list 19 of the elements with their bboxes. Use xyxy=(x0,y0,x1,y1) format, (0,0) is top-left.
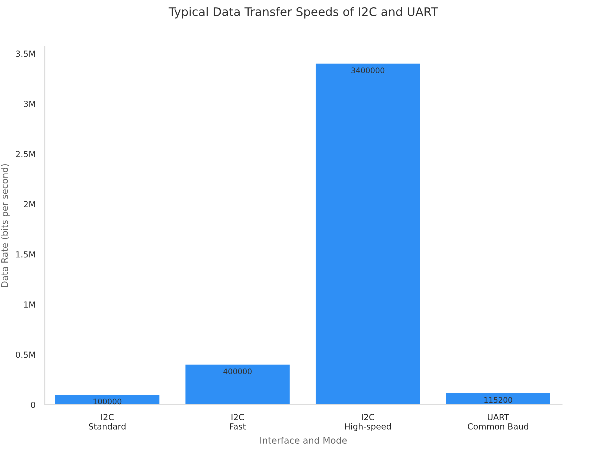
y-axis-title: Data Rate (bits per second) xyxy=(1,164,10,288)
bar xyxy=(316,64,420,405)
bar xyxy=(55,394,160,405)
y-tick-label: 2.5M xyxy=(16,151,36,158)
y-tick-label: 0.5M xyxy=(16,352,36,358)
x-tick-label: UART Common Baud xyxy=(468,414,528,430)
y-tick-label: 1.5M xyxy=(16,252,36,258)
y-tick-label: 2M xyxy=(24,201,36,208)
chart-title: Typical Data Transfer Speeds of I2C and UART xyxy=(168,7,438,19)
y-tick-label: 0 xyxy=(31,402,36,408)
y-tick-label: 3M xyxy=(24,100,36,108)
x-axis-title: Interface and Mode xyxy=(260,436,347,444)
bar xyxy=(186,364,290,405)
y-tick-label: 3.5M xyxy=(16,50,36,58)
x-tick-label: I2C High-speed xyxy=(345,414,391,432)
bar xyxy=(446,393,550,405)
y-tick-label: 1M xyxy=(24,302,36,308)
x-tick-label: I2C Fast xyxy=(230,414,246,430)
x-tick-label: I2C Standard xyxy=(89,414,126,430)
